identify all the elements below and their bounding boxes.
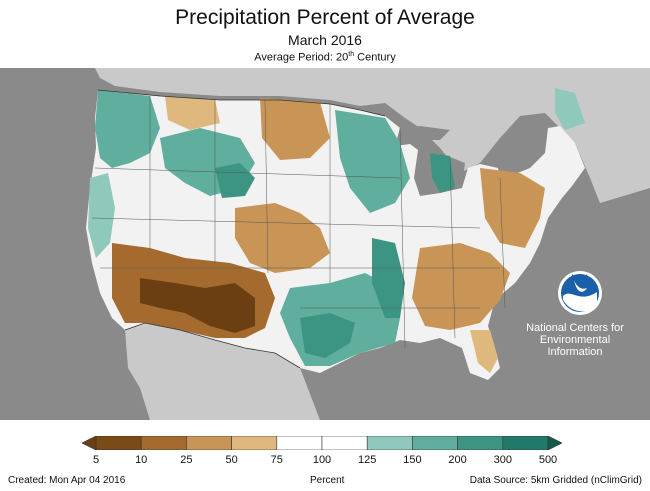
wet-mississippi xyxy=(372,238,405,318)
legend-segment xyxy=(412,436,458,450)
ncei-line-2: Environmental xyxy=(539,334,611,346)
legend-tick-label: 75 xyxy=(270,454,283,466)
legend-unit-label: Percent xyxy=(310,475,345,486)
legend-segment xyxy=(186,436,232,450)
ncei-line-3: Information xyxy=(547,346,603,358)
ncei-label: National Centers for Environmental Infor… xyxy=(510,322,640,358)
wet-texas-coast xyxy=(300,313,355,358)
legend-segment xyxy=(95,436,142,450)
legend-tick-label: 10 xyxy=(135,454,148,466)
wet-northwest xyxy=(95,90,160,168)
legend-segment xyxy=(231,436,278,450)
legend-tick-label: 300 xyxy=(493,454,512,466)
average-period-label: Average Period: 20th Century xyxy=(0,51,650,64)
legend-segment xyxy=(457,436,504,450)
legend-tick-label: 150 xyxy=(403,454,422,466)
legend-tick-label: 500 xyxy=(538,454,558,466)
wet-colorado xyxy=(215,163,255,198)
legend-segment xyxy=(276,436,323,450)
data-source: Data Source: 5km Gridded (nClimGrid) xyxy=(469,475,642,486)
legend-segment xyxy=(502,436,549,450)
wet-pacific-coast xyxy=(88,173,115,258)
very-dry-southwest xyxy=(140,278,255,333)
created-date: Created: Mon Apr 04 2016 xyxy=(8,475,126,486)
average-period-suffix: Century xyxy=(354,51,396,64)
legend-tick-labels: 5 10 25 50 75 100 125 150 200 300 500 xyxy=(82,454,562,468)
dry-mid-atlantic xyxy=(480,168,545,248)
legend-tick-label: 5 xyxy=(92,454,100,466)
dry-montana xyxy=(165,96,220,130)
state-borders xyxy=(91,96,506,349)
legend-tick-label: 25 xyxy=(180,454,193,466)
wet-michigan xyxy=(430,153,455,193)
ncei-line-1: National Centers for xyxy=(526,322,624,334)
dry-florida xyxy=(470,330,498,373)
map-title: Precipitation Percent of Average xyxy=(175,6,475,29)
canada-land xyxy=(95,68,650,203)
noaa-emblem-icon: NOAA xyxy=(558,271,602,315)
average-period-text: Average Period: 20 xyxy=(254,51,349,64)
wet-upper-midwest xyxy=(335,110,410,213)
legend-tick-label: 100 xyxy=(312,454,332,466)
average-period-superscript: th xyxy=(348,51,355,58)
country-borders xyxy=(97,89,386,369)
legend-colorbar xyxy=(82,436,562,450)
legend-segment xyxy=(366,436,413,450)
legend-right-arrow xyxy=(547,436,562,450)
noaa-logo: NOAA xyxy=(520,270,640,316)
dry-central-plains xyxy=(235,203,330,273)
noaa-emblem-text: NOAA xyxy=(571,275,588,281)
dry-northern-plains xyxy=(260,98,330,160)
legend-segment xyxy=(140,436,187,450)
map-subtitle: March 2016 xyxy=(288,32,362,48)
legend-segment xyxy=(321,436,368,450)
wet-maine xyxy=(555,88,585,130)
legend-tick-label: 50 xyxy=(225,454,238,466)
legend-tick-label: 200 xyxy=(448,454,467,466)
mexico-land xyxy=(125,323,320,420)
great-lakes xyxy=(385,126,525,200)
precipitation-map xyxy=(86,68,650,420)
legend-tick-label: 125 xyxy=(358,454,377,466)
legend-left-arrow xyxy=(82,436,97,450)
map-area xyxy=(0,68,650,420)
